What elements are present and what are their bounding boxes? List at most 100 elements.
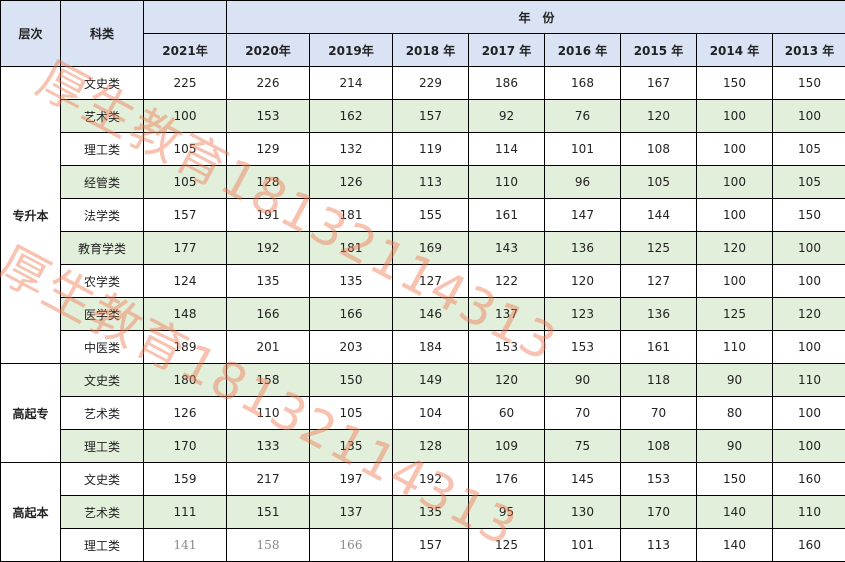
score-cell: 150 <box>773 199 845 232</box>
score-cell: 126 <box>144 397 227 430</box>
score-cell: 120 <box>697 232 773 265</box>
score-cell: 105 <box>144 166 227 199</box>
header-year: 2016 年 <box>545 34 621 67</box>
score-cell: 122 <box>469 265 545 298</box>
score-cell: 167 <box>621 67 697 100</box>
category-cell: 法学类 <box>61 199 144 232</box>
header-level: 层次 <box>1 1 61 67</box>
score-cell: 166 <box>310 298 393 331</box>
score-cell: 124 <box>144 265 227 298</box>
score-cell: 159 <box>144 463 227 496</box>
category-cell: 艺术类 <box>61 397 144 430</box>
score-cell: 70 <box>621 397 697 430</box>
score-cell: 92 <box>469 100 545 133</box>
header-year: 2020年 <box>227 34 310 67</box>
score-cell: 120 <box>773 298 845 331</box>
score-cell: 157 <box>393 100 469 133</box>
score-cell: 137 <box>469 298 545 331</box>
score-cell: 111 <box>144 496 227 529</box>
score-cell: 105 <box>773 133 845 166</box>
score-cell: 105 <box>621 166 697 199</box>
score-cell: 120 <box>545 265 621 298</box>
score-cell: 100 <box>773 430 845 463</box>
score-cell: 147 <box>545 199 621 232</box>
score-cell: 80 <box>697 397 773 430</box>
score-cell: 128 <box>227 166 310 199</box>
score-cell: 105 <box>144 133 227 166</box>
score-cell: 95 <box>469 496 545 529</box>
score-cell: 155 <box>393 199 469 232</box>
category-cell: 文史类 <box>61 364 144 397</box>
score-cell: 132 <box>310 133 393 166</box>
score-cell: 105 <box>310 397 393 430</box>
score-cell: 153 <box>621 463 697 496</box>
score-cell: 192 <box>227 232 310 265</box>
score-cell: 127 <box>393 265 469 298</box>
score-cell: 160 <box>773 463 845 496</box>
score-cell: 120 <box>469 364 545 397</box>
score-cell: 126 <box>310 166 393 199</box>
score-cell: 70 <box>545 397 621 430</box>
score-cell: 110 <box>773 364 845 397</box>
score-cell: 76 <box>545 100 621 133</box>
score-cell: 161 <box>469 199 545 232</box>
header-year-group: 年 份 <box>227 1 845 34</box>
score-cell: 150 <box>310 364 393 397</box>
score-cell: 217 <box>227 463 310 496</box>
score-cell: 192 <box>393 463 469 496</box>
score-cell: 166 <box>227 298 310 331</box>
score-cell: 119 <box>393 133 469 166</box>
score-cell: 153 <box>545 331 621 364</box>
score-cell: 176 <box>469 463 545 496</box>
score-cell: 100 <box>773 331 845 364</box>
score-cell: 189 <box>144 331 227 364</box>
score-cell: 146 <box>393 298 469 331</box>
score-cell: 225 <box>144 67 227 100</box>
level-cell: 高起本 <box>1 463 61 562</box>
category-cell: 文史类 <box>61 463 144 496</box>
score-cell: 191 <box>227 199 310 232</box>
score-cell: 135 <box>310 430 393 463</box>
score-cell: 108 <box>621 430 697 463</box>
score-cell: 157 <box>144 199 227 232</box>
level-cell: 高起专 <box>1 364 61 463</box>
score-cell: 109 <box>469 430 545 463</box>
header-year: 2017 年 <box>469 34 545 67</box>
score-cell: 110 <box>773 496 845 529</box>
score-cell: 125 <box>697 298 773 331</box>
header-year: 2021年 <box>144 34 227 67</box>
header-year: 2018 年 <box>393 34 469 67</box>
score-cell: 158 <box>227 364 310 397</box>
score-cell: 120 <box>621 100 697 133</box>
level-cell: 专升本 <box>1 67 61 364</box>
score-cell: 110 <box>469 166 545 199</box>
score-cell: 125 <box>621 232 697 265</box>
score-cell: 149 <box>393 364 469 397</box>
score-cell: 130 <box>545 496 621 529</box>
category-cell: 艺术类 <box>61 496 144 529</box>
header-year: 2019年 <box>310 34 393 67</box>
score-cell: 101 <box>545 133 621 166</box>
header-year: 2013 年 <box>773 34 845 67</box>
header-blank <box>144 1 227 34</box>
score-cell: 100 <box>773 397 845 430</box>
category-cell: 文史类 <box>61 67 144 100</box>
category-cell: 教育学类 <box>61 232 144 265</box>
score-cell: 226 <box>227 67 310 100</box>
score-cell: 161 <box>621 331 697 364</box>
header-year: 2014 年 <box>697 34 773 67</box>
score-cell: 90 <box>545 364 621 397</box>
header-year: 2015 年 <box>621 34 697 67</box>
score-cell: 180 <box>144 364 227 397</box>
score-cell: 150 <box>697 67 773 100</box>
category-cell: 艺术类 <box>61 100 144 133</box>
